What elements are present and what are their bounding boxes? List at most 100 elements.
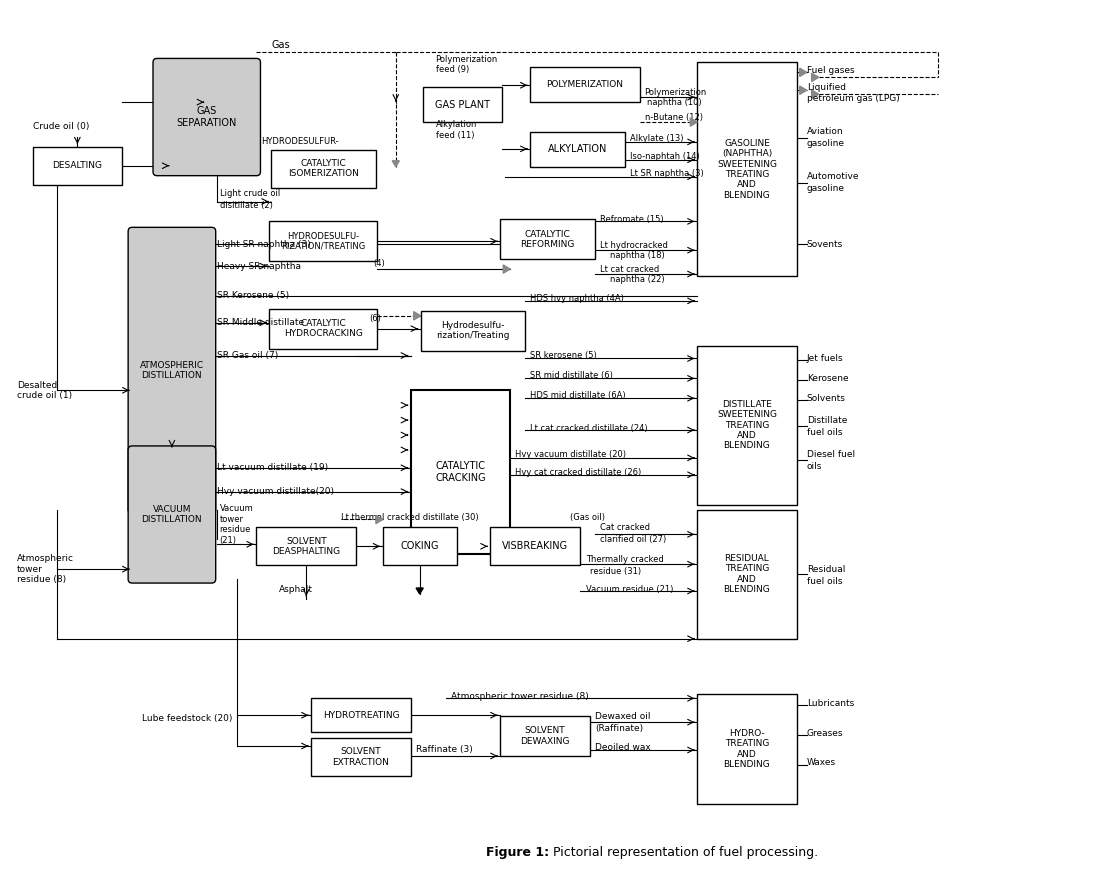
- Polygon shape: [799, 86, 807, 94]
- Text: ALKYLATION: ALKYLATION: [548, 145, 607, 154]
- Text: HYDRO-
TREATING
AND
BLENDING: HYDRO- TREATING AND BLENDING: [724, 729, 771, 769]
- Text: HDS mid distillate (6A): HDS mid distillate (6A): [530, 391, 626, 400]
- Text: petroleum gas (LPG): petroleum gas (LPG): [807, 94, 899, 103]
- Text: Aviation: Aviation: [807, 127, 843, 137]
- Polygon shape: [376, 516, 383, 523]
- Text: fuel oils: fuel oils: [807, 428, 842, 436]
- Polygon shape: [811, 90, 819, 98]
- Text: Light crude oil: Light crude oil: [220, 189, 280, 198]
- Text: Alkylation
feed (11): Alkylation feed (11): [436, 120, 477, 139]
- Text: Residual: Residual: [807, 564, 845, 574]
- Polygon shape: [392, 161, 400, 166]
- Text: Cat cracked: Cat cracked: [600, 523, 650, 532]
- Text: SOLVENT
DEWAXING: SOLVENT DEWAXING: [520, 726, 570, 746]
- Text: Solvents: Solvents: [807, 394, 845, 402]
- Bar: [271, 150, 376, 187]
- Text: SR mid distillate (6): SR mid distillate (6): [530, 371, 613, 380]
- Text: Asphalt: Asphalt: [279, 584, 313, 593]
- Text: oils: oils: [807, 463, 822, 471]
- Bar: [491, 528, 580, 565]
- Text: SR Kerosene (5): SR Kerosene (5): [216, 292, 289, 300]
- Text: (Gas oil): (Gas oil): [570, 513, 605, 522]
- Text: (4): (4): [373, 259, 384, 267]
- Polygon shape: [414, 312, 421, 320]
- Text: Raffinate (3): Raffinate (3): [416, 746, 472, 754]
- Text: Vacuum
tower
residue
(21): Vacuum tower residue (21): [220, 504, 254, 544]
- Text: GAS PLANT: GAS PLANT: [435, 99, 490, 110]
- Text: Iso-naphtah (14): Iso-naphtah (14): [629, 152, 699, 161]
- Polygon shape: [503, 265, 511, 273]
- Text: HYDRODESULFUR-: HYDRODESULFUR-: [261, 138, 339, 146]
- Text: Dewaxed oil: Dewaxed oil: [595, 712, 650, 720]
- Polygon shape: [799, 68, 807, 77]
- Polygon shape: [691, 118, 697, 126]
- Text: Heavy SR naphtha: Heavy SR naphtha: [216, 261, 301, 271]
- Text: CATALYTIC
HYDROCRACKING: CATALYTIC HYDROCRACKING: [283, 319, 362, 339]
- Text: SR kerosene (5): SR kerosene (5): [530, 351, 597, 360]
- Text: Polymerization
feed (9): Polymerization feed (9): [436, 55, 497, 74]
- FancyBboxPatch shape: [153, 58, 260, 176]
- Bar: [697, 694, 797, 804]
- Text: Kerosene: Kerosene: [807, 374, 849, 383]
- Polygon shape: [416, 588, 423, 594]
- Text: Jet fuels: Jet fuels: [807, 354, 843, 363]
- Text: HDS hvy naphtha (4A): HDS hvy naphtha (4A): [530, 294, 624, 303]
- Bar: [501, 716, 590, 756]
- Text: (Raffinate): (Raffinate): [595, 724, 643, 733]
- Text: DESALTING: DESALTING: [53, 161, 102, 170]
- Bar: [421, 311, 525, 350]
- Text: naphtha (18): naphtha (18): [609, 251, 664, 260]
- Text: Hydrodesulfu-
rization/Treating: Hydrodesulfu- rization/Treating: [436, 321, 509, 341]
- Text: Crude oil (0): Crude oil (0): [33, 123, 89, 132]
- Text: Thermally cracked: Thermally cracked: [586, 555, 663, 564]
- Text: Refromate (15): Refromate (15): [600, 215, 663, 224]
- Text: GASOLINE
(NAPHTHA)
SWEETENING
TREATING
AND
BLENDING: GASOLINE (NAPHTHA) SWEETENING TREATING A…: [717, 138, 777, 199]
- Bar: [530, 67, 639, 102]
- Text: Sovents: Sovents: [807, 240, 843, 249]
- Text: residue (31): residue (31): [590, 567, 641, 576]
- Text: Desalted
crude oil (1): Desalted crude oil (1): [16, 381, 71, 400]
- Text: VACUUM
DISTILLATION: VACUUM DISTILLATION: [142, 505, 202, 524]
- Text: ATMOSPHERIC
DISTILLATION: ATMOSPHERIC DISTILLATION: [139, 361, 204, 380]
- Text: SR Gas oil (7): SR Gas oil (7): [216, 351, 278, 360]
- Text: Hvy vacuum distillate (20): Hvy vacuum distillate (20): [515, 450, 626, 459]
- Bar: [383, 528, 458, 565]
- Text: clarified oil (27): clarified oil (27): [600, 535, 666, 544]
- Bar: [501, 219, 595, 260]
- Text: Vacuum residue (21): Vacuum residue (21): [586, 584, 673, 593]
- Bar: [311, 738, 411, 776]
- Text: SOLVENT
DEASPHALTING: SOLVENT DEASPHALTING: [272, 537, 340, 556]
- Text: RESIDUAL
TREATING
AND
BLENDING: RESIDUAL TREATING AND BLENDING: [724, 554, 771, 594]
- Text: Atmospheric tower residue (8): Atmospheric tower residue (8): [450, 692, 589, 701]
- Text: Fuel gases: Fuel gases: [807, 66, 854, 75]
- Text: Automotive: Automotive: [807, 172, 860, 181]
- Bar: [269, 221, 377, 261]
- Text: gasoline: gasoline: [807, 184, 844, 193]
- Bar: [697, 63, 797, 276]
- Text: Lube feedstock (20): Lube feedstock (20): [142, 713, 233, 723]
- Bar: [33, 147, 122, 185]
- Text: (6): (6): [369, 314, 381, 323]
- Bar: [257, 528, 356, 565]
- Text: Alkylate (13): Alkylate (13): [629, 134, 683, 144]
- Bar: [311, 699, 411, 733]
- Text: n-Butane (12): n-Butane (12): [645, 112, 703, 122]
- Text: Liquified: Liquified: [807, 83, 845, 91]
- Text: CATALYTIC
ISOMERIZATION: CATALYTIC ISOMERIZATION: [288, 159, 359, 179]
- Text: GAS
SEPARATION: GAS SEPARATION: [177, 106, 237, 128]
- Text: Hvy cat cracked distillate (26): Hvy cat cracked distillate (26): [515, 469, 641, 477]
- Text: SR Middle distillate: SR Middle distillate: [216, 318, 304, 327]
- Text: Atmospheric
tower
residue (8): Atmospheric tower residue (8): [16, 554, 74, 584]
- Text: Waxes: Waxes: [807, 759, 836, 767]
- Bar: [697, 510, 797, 638]
- Polygon shape: [811, 73, 819, 82]
- Text: VISBREAKING: VISBREAKING: [502, 541, 568, 551]
- Text: Diesel fuel: Diesel fuel: [807, 450, 855, 459]
- FancyBboxPatch shape: [128, 227, 215, 514]
- Text: gasoline: gasoline: [807, 139, 844, 148]
- Text: Hvy vacuum distillate(20): Hvy vacuum distillate(20): [216, 487, 334, 496]
- Bar: [423, 87, 502, 122]
- Text: HYDRODESULFU-
RIZATION/TREATING: HYDRODESULFU- RIZATION/TREATING: [281, 232, 366, 251]
- Bar: [411, 390, 511, 554]
- Text: Light SR naphtha (3): Light SR naphtha (3): [216, 240, 311, 249]
